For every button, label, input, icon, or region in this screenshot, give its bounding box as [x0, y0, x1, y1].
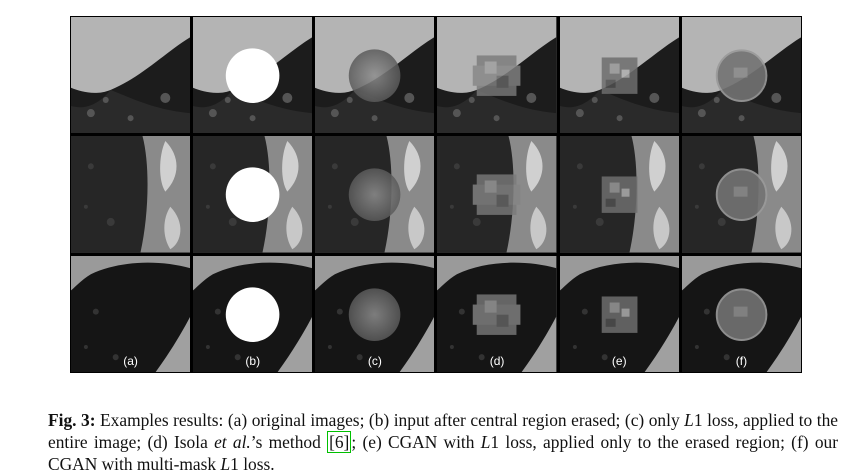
- panel-label: (b): [245, 354, 261, 368]
- caption-text-3: ’s method: [250, 432, 328, 453]
- ct-slice-image: [559, 17, 679, 134]
- result-panel-erased: [193, 17, 313, 134]
- result-panel-erased: (b): [193, 255, 313, 372]
- ct-slice-image: [315, 17, 435, 134]
- result-panel-cgan-l1-erased: [559, 136, 679, 253]
- ct-slice-image: [71, 17, 191, 134]
- caption-text-2: loss, applied to the entire image; (d) I…: [48, 410, 838, 453]
- ct-slice-image: [681, 136, 801, 253]
- caption-text-1: Examples results: (a) original images; (…: [95, 410, 685, 431]
- ct-slice-image: [681, 255, 801, 372]
- panel-label: (d): [489, 354, 505, 368]
- caption-math-l: L: [220, 454, 231, 475]
- result-panel-isola: [437, 136, 557, 253]
- result-panel-l1-entire: [315, 17, 435, 134]
- caption-text-4: ; (e) CGAN with: [351, 432, 481, 453]
- result-panel-original: [71, 136, 191, 253]
- caption-math-l: L: [684, 410, 694, 431]
- panel-label: (f): [735, 354, 748, 368]
- ct-slice-image: [71, 136, 191, 253]
- result-panel-cgan-l1-erased: (e): [559, 255, 679, 372]
- result-panel-cgan-multimask: (f): [681, 255, 801, 372]
- ct-slice-image: [71, 255, 191, 372]
- caption-text-6: loss.: [238, 454, 275, 475]
- result-panel-l1-entire: [315, 136, 435, 253]
- citation-link[interactable]: [6]: [327, 431, 352, 454]
- ct-slice-image: [193, 136, 313, 253]
- caption-math-1: 1: [230, 454, 239, 475]
- caption-math-l: L: [480, 432, 491, 453]
- figure-caption: Fig. 3: Examples results: (a) original i…: [48, 409, 838, 475]
- caption-math-1: 1: [490, 432, 500, 453]
- result-panel-cgan-l1-erased: [559, 17, 679, 134]
- ct-slice-image: [193, 255, 313, 372]
- result-panel-erased: [193, 136, 313, 253]
- result-panel-cgan-multimask: [681, 17, 801, 134]
- ct-slice-image: [437, 17, 557, 134]
- panel-label: (a): [123, 354, 138, 368]
- ct-slice-image: [559, 255, 679, 372]
- result-panel-isola: (d): [437, 255, 557, 372]
- panel-label: (c): [367, 354, 382, 368]
- ct-slice-image: [437, 255, 557, 372]
- ct-slice-image: [437, 136, 557, 253]
- ct-slice-image: [681, 17, 801, 134]
- ct-slice-image: [559, 136, 679, 253]
- caption-etal: et al.: [214, 432, 251, 453]
- panel-label: (e): [611, 354, 627, 368]
- caption-math-1: 1: [693, 410, 703, 431]
- ct-slice-image: [315, 255, 435, 372]
- results-figure: (a) (b) (c) (d) (e) (f): [70, 16, 802, 373]
- result-panel-l1-entire: (c): [315, 255, 435, 372]
- result-panel-isola: [437, 17, 557, 134]
- result-panel-original: [71, 17, 191, 134]
- ct-slice-image: [315, 136, 435, 253]
- caption-fig-number: Fig. 3:: [48, 410, 96, 431]
- ct-slice-image: [193, 17, 313, 134]
- result-panel-cgan-multimask: [681, 136, 801, 253]
- result-panel-original: (a): [71, 255, 191, 372]
